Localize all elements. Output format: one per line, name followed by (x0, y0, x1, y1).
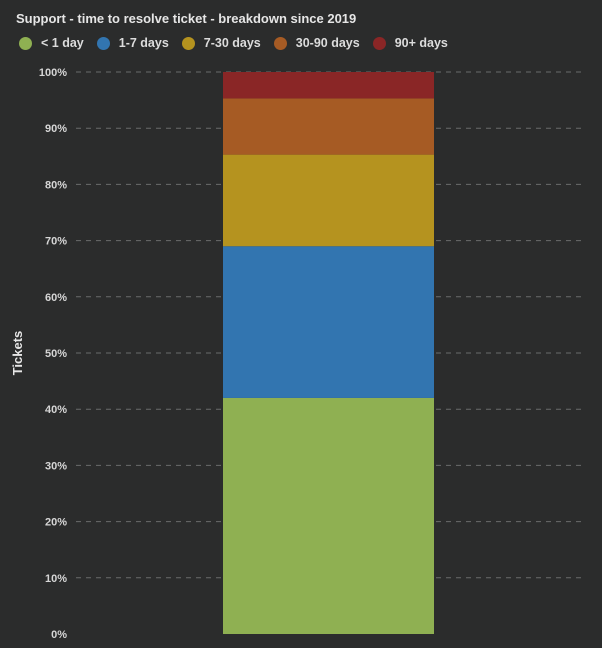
bar-segment-4[interactable] (223, 72, 434, 99)
legend-label: 1-7 days (118, 36, 169, 50)
y-tick-label: 50% (45, 348, 67, 360)
legend-swatch (273, 36, 287, 50)
y-tick-label: 70% (45, 236, 67, 248)
bar-segment-1[interactable] (223, 246, 434, 398)
y-tick-label: 100% (39, 67, 67, 79)
y-tick-label: 0% (51, 629, 67, 641)
y-tick-label: 60% (45, 292, 67, 304)
y-tick-label: 40% (45, 404, 67, 416)
bar-segment-2[interactable] (223, 154, 434, 247)
legend-swatch (181, 36, 195, 50)
legend-swatch (19, 36, 32, 50)
legend: < 1 day 1-7 days 7-30 days 30-90 days 90+ da… (19, 36, 461, 50)
legend-label: 7-30 days (203, 36, 261, 50)
legend-label: 30-90 days (295, 36, 360, 50)
y-tick-label: 10% (45, 573, 67, 585)
y-tick-label: 90% (45, 123, 67, 135)
bar-segment-3[interactable] (223, 98, 434, 155)
legend-item[interactable]: 1-7 days (96, 36, 169, 50)
chart-title: Support - time to resolve ticket - break… (16, 11, 357, 26)
legend-item[interactable]: 90+ days (372, 36, 448, 50)
bar-segment-0[interactable] (223, 397, 434, 634)
legend-swatch (372, 36, 386, 50)
legend-item[interactable]: 30-90 days (273, 36, 360, 50)
y-tick-label: 80% (45, 179, 67, 191)
y-tick-label: 30% (45, 460, 67, 472)
y-tick-label: 20% (45, 517, 67, 529)
legend-label: < 1 day (41, 36, 84, 50)
y-axis-label: Tickets (10, 331, 25, 376)
legend-label: 90+ days (394, 36, 448, 50)
legend-swatch (96, 36, 110, 50)
legend-item[interactable]: < 1 day (19, 36, 84, 50)
legend-item[interactable]: 7-30 days (181, 36, 261, 50)
